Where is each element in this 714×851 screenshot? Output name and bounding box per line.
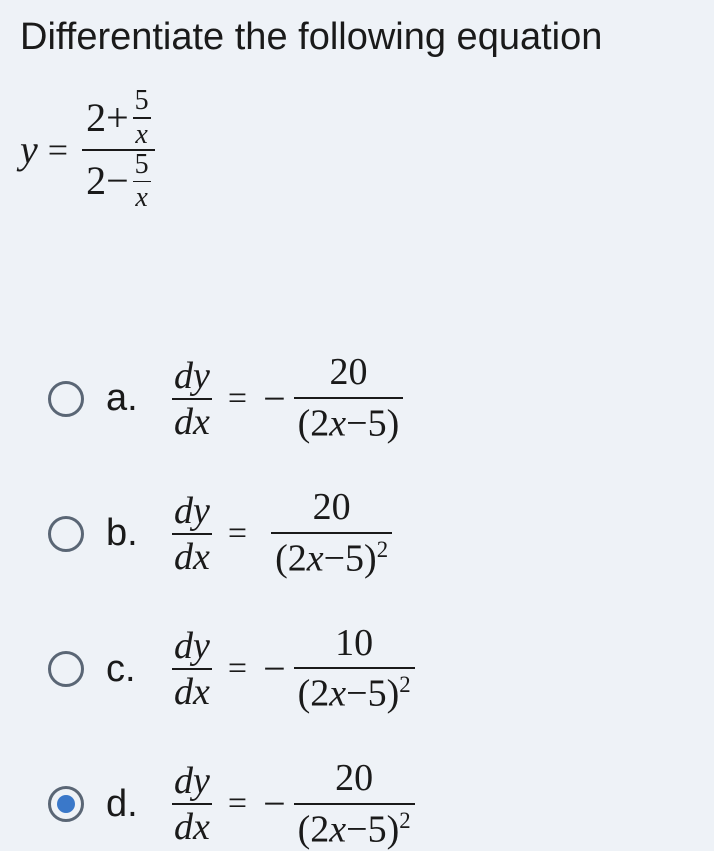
eq-numerator: 2 + 5 x [82, 87, 155, 149]
result-fraction: 20 (2x−5)2 [294, 758, 415, 851]
eq-den-small-den: x [133, 184, 149, 212]
eq-lhs-var: y [20, 126, 38, 173]
option-c[interactable]: c. dy dx = − 10 (2x−5)2 [48, 623, 694, 716]
equals-sign: = [228, 650, 247, 688]
result-numerator: 20 [325, 352, 371, 394]
eq-den-op: − [106, 161, 129, 201]
result-fraction: 20 (2x−5)2 [271, 487, 392, 580]
eq-sign: = [48, 129, 68, 171]
equals-sign: = [228, 515, 247, 553]
option-d-label: d. [106, 783, 150, 826]
result-denominator: (2x−5) [294, 402, 404, 445]
result-denominator: (2x−5)2 [294, 672, 415, 715]
option-b-label: b. [106, 512, 150, 555]
dy-dx-fraction: dy dx [172, 492, 212, 576]
dx-text: dx [172, 673, 212, 711]
fraction-bar [172, 803, 212, 805]
equals-sign: = [228, 380, 247, 418]
fraction-bar [294, 803, 415, 805]
dy-dx-fraction: dy dx [172, 762, 212, 846]
result-numerator: 10 [331, 623, 377, 665]
fraction-bar [294, 397, 404, 399]
radio-a[interactable] [48, 381, 84, 417]
option-b[interactable]: b. dy dx = 20 (2x−5)2 [48, 487, 694, 580]
option-d-math: dy dx = − 20 (2x−5)2 [172, 758, 415, 851]
eq-den-smallfrac: 5 x [133, 151, 151, 213]
fraction-bar [271, 532, 392, 534]
fraction-bar [172, 398, 212, 400]
dy-text: dy [172, 627, 212, 665]
eq-den-const: 2 [86, 161, 106, 201]
dx-text: dx [172, 808, 212, 846]
radio-b[interactable] [48, 516, 84, 552]
option-a-label: a. [106, 377, 150, 420]
eq-den-small-num: 5 [133, 151, 151, 179]
result-numerator: 20 [309, 487, 355, 529]
dx-text: dx [172, 538, 212, 576]
dy-text: dy [172, 492, 212, 530]
question-title: Differentiate the following equation [20, 16, 694, 59]
eq-rhs-fraction: 2 + 5 x 2 − 5 x [82, 87, 155, 212]
radio-dot-icon [57, 795, 75, 813]
eq-denominator: 2 − 5 x [82, 151, 155, 213]
result-denominator: (2x−5)2 [294, 808, 415, 851]
fraction-bar [172, 668, 212, 670]
question-equation: y = 2 + 5 x 2 − 5 x [20, 87, 694, 212]
dy-text: dy [172, 762, 212, 800]
result-denominator: (2x−5)2 [271, 537, 392, 580]
result-fraction: 10 (2x−5)2 [294, 623, 415, 716]
options-list: a. dy dx = − 20 (2x−5) b. dy dx = [48, 352, 694, 851]
radio-c[interactable] [48, 651, 84, 687]
option-c-math: dy dx = − 10 (2x−5)2 [172, 623, 415, 716]
radio-d[interactable] [48, 786, 84, 822]
option-b-math: dy dx = 20 (2x−5)2 [172, 487, 392, 580]
dy-text: dy [172, 357, 212, 395]
eq-num-small-num: 5 [133, 87, 151, 115]
eq-num-const: 2 [86, 98, 106, 138]
option-c-label: c. [106, 648, 150, 691]
result-numerator: 20 [331, 758, 377, 800]
equals-sign: = [228, 785, 247, 823]
dy-dx-fraction: dy dx [172, 627, 212, 711]
eq-num-op: + [106, 98, 129, 138]
eq-num-smallfrac: 5 x [133, 87, 151, 149]
dx-text: dx [172, 403, 212, 441]
result-fraction: 20 (2x−5) [294, 352, 404, 445]
dy-dx-fraction: dy dx [172, 357, 212, 441]
option-a[interactable]: a. dy dx = − 20 (2x−5) [48, 352, 694, 445]
option-d[interactable]: d. dy dx = − 20 (2x−5)2 [48, 758, 694, 851]
fraction-bar [172, 533, 212, 535]
fraction-bar [294, 667, 415, 669]
option-a-math: dy dx = − 20 (2x−5) [172, 352, 403, 445]
eq-num-small-den: x [133, 121, 149, 149]
